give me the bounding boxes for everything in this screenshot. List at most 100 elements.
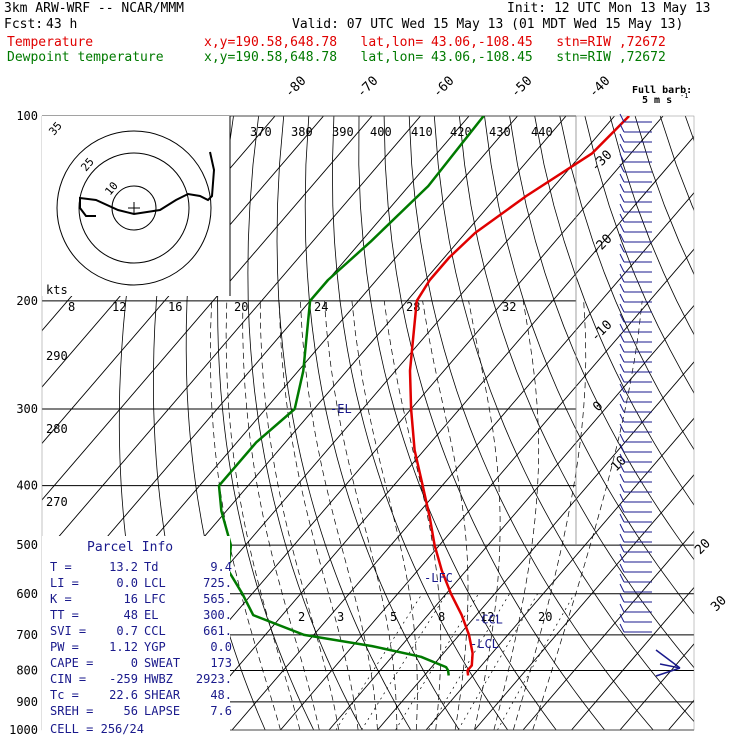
wind-barb-flag [619, 603, 625, 613]
mixing-ratio-label: 8 [68, 300, 75, 314]
dry-adiabat [304, 116, 460, 730]
dry-adiabat [383, 116, 606, 730]
isotherm-line [522, 530, 694, 730]
pressure-tick-label: 400 [16, 479, 38, 493]
isotherm-label: -70 [354, 74, 381, 101]
wind-barb-flag [619, 323, 625, 333]
parcel-info-cell: 173 [210, 656, 232, 670]
parcel-info-row: TT = 48 EL 300. [50, 608, 232, 622]
temperature-legend-label: Temperature [7, 35, 94, 50]
model-title: 3km ARW-WRF -- NCAR/MMM [4, 1, 185, 16]
wind-barb-flag [619, 413, 625, 423]
wind-barb-flag [619, 153, 625, 163]
parcel-info-cell: K = [50, 592, 72, 606]
temperature-trace [408, 116, 630, 676]
pressure-tick-label: 700 [16, 628, 38, 642]
lower-mixing-label: 20 [538, 610, 552, 624]
isotherm-label: -80 [282, 74, 309, 101]
pressure-tick-label: 200 [16, 294, 38, 308]
mixing-ratio-line [361, 593, 447, 730]
parcel-info-cell: Td [144, 560, 159, 574]
wind-barb-flag [619, 303, 625, 313]
isotherm-label: 20 [692, 536, 714, 558]
wind-barb-flag [619, 533, 625, 543]
hodograph-background [42, 116, 230, 296]
pressure-tick-label: 100 [16, 109, 38, 123]
moist-adiabat [493, 300, 540, 730]
dry-adiabat [247, 116, 363, 730]
mixing-ratio-label: 12 [112, 300, 126, 314]
hodograph-ring [56, 130, 212, 286]
parcel-info-cell: LCL [144, 576, 166, 590]
parcel-info-cell: CCL [144, 624, 166, 638]
theta-label: 380 [291, 125, 313, 139]
parcel-info-cell: TT = [50, 608, 79, 622]
parcel-info-title: Parcel Info [87, 540, 174, 555]
isotherm-line [183, 135, 694, 730]
theta-label: 390 [332, 125, 354, 139]
parcel-level-marker: -LFC [424, 571, 453, 585]
wind-barb-flag [619, 613, 625, 623]
isotherm-label: -60 [430, 74, 457, 101]
parcel-info-cell: 22.6 [109, 688, 138, 702]
mixing-ratio-line [395, 593, 479, 730]
parcel-cell-label: CELL = [50, 722, 94, 736]
parcel-info-cell: 48 [123, 608, 138, 622]
isotherm-line [231, 192, 694, 730]
parcel-info-cell: 16 [123, 592, 138, 606]
isotherm-label: -50 [508, 74, 535, 101]
wind-barb-flag [619, 283, 625, 293]
wind-barb-flag [619, 173, 625, 183]
moist-adiabat [278, 300, 359, 730]
wind-barb-flag [619, 583, 625, 593]
wind-barb-flag [619, 113, 625, 123]
moist-adiabat [300, 300, 378, 730]
wind-barb-flag [619, 373, 625, 383]
mixing-ratio-label: 20 [234, 300, 248, 314]
parcel-info-row: PW = 1.12 YGP 0.0 [50, 640, 232, 654]
parcel-info-cell: T = [50, 560, 72, 574]
wind-barb-flag [619, 293, 625, 303]
dry-adiabat [217, 116, 315, 730]
wind-barb-flag [619, 573, 625, 583]
pressure-tick-label: 800 [16, 663, 38, 677]
parcel-level-marker: -EL [330, 402, 352, 416]
parcel-info-cell: 1.12 [109, 640, 138, 654]
lower-mixing-label: 5 [390, 610, 397, 624]
parcel-cell-row: CELL = 256/24 [50, 722, 144, 736]
temperature-location: x,y=190.58,648.78 lat,lon= 43.06,-108.45… [204, 35, 666, 50]
isotherm-line [42, 116, 470, 614]
theta-label: 420 [450, 125, 472, 139]
wind-barb-flag [619, 133, 625, 143]
wind-barb-flag [619, 483, 625, 493]
parcel-info-cell: LI = [50, 576, 79, 590]
forecast-label: Fcst: [4, 17, 44, 32]
wind-barb-flag [619, 593, 625, 603]
parcel-info-cell: SVI = [50, 624, 87, 638]
isotherm-line [571, 586, 694, 730]
wind-barb-flag [619, 543, 625, 553]
isotherm-line [42, 116, 324, 445]
parcel-info-cell: 56 [123, 704, 138, 718]
parcel-info-cell: 565. [203, 592, 232, 606]
theta-label: 280 [46, 422, 68, 436]
parcel-info-cell: CAPE = [50, 656, 94, 670]
parcel-info-row: CIN = -259 HWBZ 2923. [50, 672, 232, 686]
theta-label: 370 [250, 125, 272, 139]
parcel-info-cell: 725. [203, 576, 232, 590]
wind-barb-flag [619, 163, 625, 173]
lower-mixing-label: 8 [438, 610, 445, 624]
isotherm-line [42, 116, 373, 501]
parcel-info-cell: PW = [50, 640, 79, 654]
parcel-cell-value: 256/24 [100, 722, 144, 736]
dry-adiabat [484, 116, 694, 615]
parcel-info-cell: YGP [144, 640, 166, 654]
parcel-info-cell: HWBZ [144, 672, 173, 686]
wind-barb-flag [619, 453, 625, 463]
parcel-info-row: T = 13.2 Td 9.4 [50, 560, 232, 574]
parcel-info-row: K = 16 LFC 565. [50, 592, 232, 606]
pressure-tick-label: 1000 [9, 723, 38, 737]
wind-barb-flag [619, 513, 625, 523]
parcel-info-row: CAPE = 0 SWEAT 173 [50, 656, 232, 670]
